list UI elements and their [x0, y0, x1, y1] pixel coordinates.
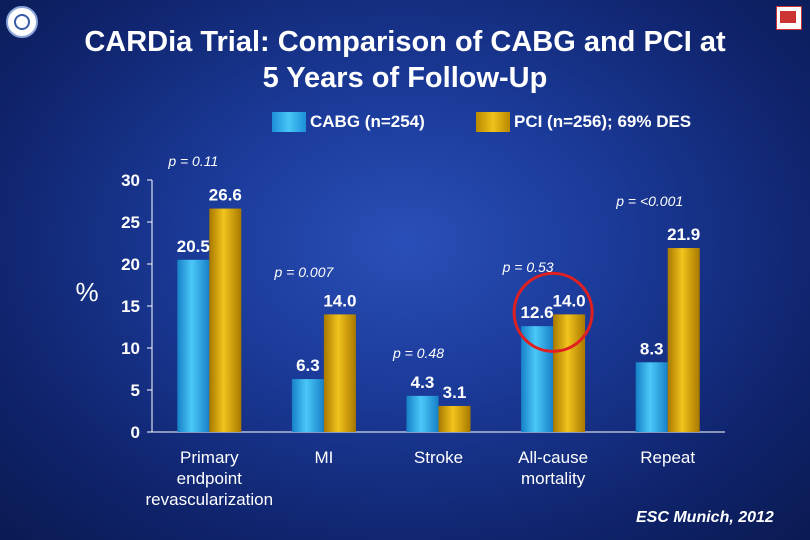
x-tick-label: All-cause: [518, 448, 588, 467]
bar-pci: [553, 314, 586, 432]
legend-pci-swatch: [476, 112, 510, 132]
legend-cabg: CABG (n=254): [272, 112, 425, 132]
bar-label-pci: 14.0: [323, 291, 356, 310]
bar-pci: [667, 248, 700, 432]
legend-cabg-label: CABG (n=254): [310, 112, 425, 131]
highlight-circle: [512, 271, 594, 353]
bar-cabg: [291, 379, 324, 432]
bar-cabg: [406, 395, 439, 432]
x-tick-label: MI: [314, 448, 333, 467]
p-value-label: p = 0.53: [502, 259, 554, 275]
y-tick-label: 15: [121, 297, 140, 316]
x-tick-label: Repeat: [640, 448, 695, 467]
bar-cabg: [635, 362, 668, 432]
p-value-label: p = <0.001: [615, 193, 683, 209]
p-value-label: p = 0.11: [167, 153, 218, 169]
footer-source: ESC Munich, 2012: [636, 509, 774, 526]
x-tick-label: revascularization: [146, 490, 274, 509]
x-tick-label: mortality: [521, 469, 586, 488]
bar-label-cabg: 12.6: [521, 303, 554, 322]
x-tick-label: endpoint: [177, 469, 243, 488]
y-tick-label: 20: [121, 255, 140, 274]
bar-pci: [323, 314, 356, 432]
bar-label-cabg: 6.3: [296, 356, 320, 375]
bar-pci: [209, 208, 242, 432]
society-logo: [6, 6, 38, 38]
bar-label-pci: 3.1: [443, 383, 467, 402]
title-line-2: 5 Years of Follow-Up: [262, 62, 548, 94]
bar-label-pci: 14.0: [553, 291, 586, 310]
bar-cabg: [521, 326, 554, 432]
x-tick-label: Primary: [180, 448, 239, 467]
legend-pci-label: PCI (n=256); 69% DES: [514, 112, 692, 131]
bar-label-pci: 26.6: [209, 186, 242, 205]
bar-pci: [438, 405, 471, 432]
bar-label-cabg: 20.5: [177, 237, 210, 256]
x-tick-label: Stroke: [414, 448, 463, 467]
legend-pci: PCI (n=256); 69% DES: [476, 112, 691, 132]
y-tick-label: 30: [121, 171, 140, 190]
p-value-label: p = 0.48: [392, 345, 444, 361]
bar-label-cabg: 4.3: [411, 373, 435, 392]
y-tick-label: 10: [121, 339, 140, 358]
p-value-label: p = 0.007: [274, 264, 335, 280]
bar-label-pci: 21.9: [667, 225, 700, 244]
title-line-1: CARDia Trial: Comparison of CABG and PCI…: [84, 26, 726, 58]
legend-cabg-swatch: [272, 112, 306, 132]
heart-journal-logo: [776, 6, 802, 30]
slide-title: CARDia Trial: Comparison of CABG and PCI…: [0, 24, 810, 96]
y-tick-label: 25: [121, 213, 140, 232]
bar-label-cabg: 8.3: [640, 339, 664, 358]
bar-cabg: [177, 259, 210, 432]
y-axis-label: %: [75, 277, 98, 307]
y-tick-label: 5: [131, 381, 140, 400]
y-tick-label: 0: [131, 423, 140, 442]
